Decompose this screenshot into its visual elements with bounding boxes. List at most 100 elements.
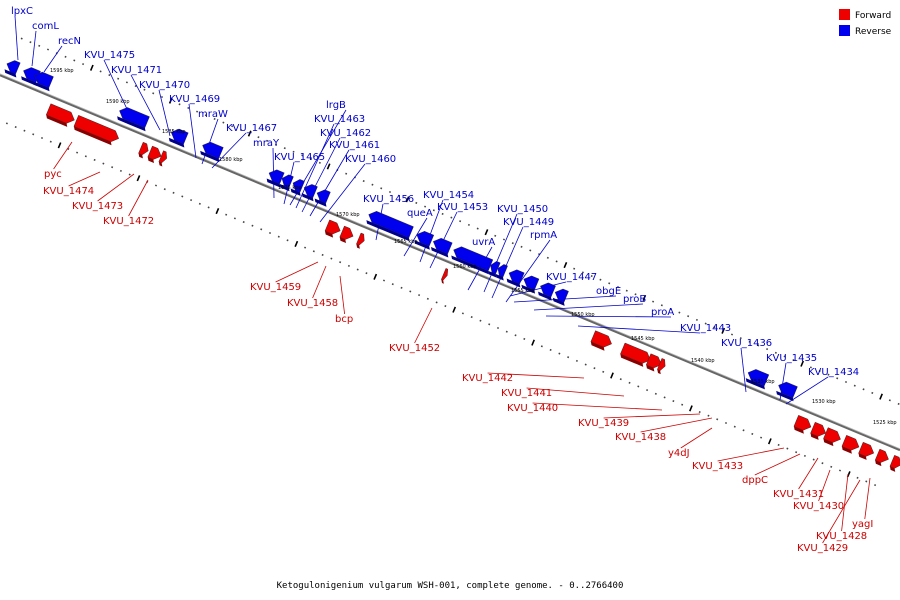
forward-label-leader [532, 402, 663, 411]
lower-track-dot [181, 195, 184, 198]
tick-label: 1575 kbp [278, 185, 302, 191]
lower-track-dot [803, 454, 806, 457]
forward-gene-arrow-shadow [875, 460, 882, 467]
upper-track-dot [424, 205, 427, 208]
reverse-gene-label: KVU_1470 [139, 80, 190, 91]
upper-track-dot [563, 261, 568, 269]
reverse-gene-arrow [508, 269, 525, 285]
forward-gene-label: KVU_1438 [615, 432, 666, 443]
forward-gene-arrow [590, 330, 612, 348]
tick-label: 1540 kbp [691, 358, 715, 364]
forward-label-leader [717, 447, 785, 462]
lower-track-dot [567, 356, 570, 359]
forward-label-leader [128, 179, 149, 217]
upper-track-dot [187, 106, 190, 110]
upper-track-dot [678, 311, 681, 314]
forward-label-leader [53, 141, 73, 170]
upper-track-dot [748, 340, 751, 343]
forward-gene-arrow [324, 219, 341, 235]
forward-gene-label: KVU_1441 [501, 388, 552, 399]
upper-track-dot [222, 121, 225, 124]
reverse-gene-arrow [778, 381, 798, 399]
upper-track-dot [301, 154, 304, 157]
upper-track-dot [581, 271, 584, 274]
lower-track-dot [154, 184, 158, 187]
forward-gene-label: KVU_1452 [389, 343, 440, 354]
forward-gene-arrow [858, 441, 875, 457]
reverse-gene-arrow-shadow [314, 198, 327, 207]
lower-track-dot [435, 301, 438, 304]
forward-label-leader [414, 307, 433, 344]
lower-track-dot [838, 469, 842, 472]
reverse-gene-label: KVU_1453 [437, 202, 488, 213]
lower-track-dot [461, 312, 464, 315]
upper-track-dot [283, 147, 286, 150]
forward-gene-arrow-shadow [810, 433, 819, 440]
reverse-gene-label: comL [32, 21, 59, 32]
upper-track-dot [143, 88, 146, 91]
lower-track-dot [330, 257, 333, 260]
lower-track-dot [760, 436, 763, 439]
upper-track-dot [625, 289, 628, 292]
tick-label: 1545 kbp [631, 336, 655, 342]
upper-track-dot [739, 337, 742, 340]
lower-track-dot [93, 158, 96, 161]
forward-label-leader [603, 413, 701, 419]
lower-track-dot [856, 476, 859, 479]
forward-gene-arrow-shadow [138, 153, 143, 159]
reverse-gene-arrow [747, 369, 770, 387]
lower-track-dot [373, 273, 378, 280]
reverse-label-leader [403, 217, 428, 257]
upper-track-dot [476, 227, 479, 230]
reverse-gene-label: KVU_1449 [503, 217, 554, 228]
lower-track-dot [418, 294, 421, 297]
reverse-gene-arrow-shadow [506, 278, 521, 288]
lower-track-dot [874, 484, 877, 487]
upper-track-dot [326, 163, 331, 170]
forward-gene-arrow-shadow [889, 466, 896, 472]
reverse-gene-arrow-shadow [32, 80, 50, 92]
lower-track-dot [540, 345, 543, 348]
forward-gene-arrow [874, 448, 889, 463]
upper-track-dot [415, 201, 418, 205]
upper-track-dot [800, 360, 805, 367]
reverse-gene-arrow [540, 282, 556, 298]
forward-gene-arrow [793, 415, 812, 431]
lower-track-dot [681, 403, 684, 406]
upper-track-dot [844, 380, 848, 384]
forward-gene-arrow [147, 145, 162, 160]
reverse-label-leader [491, 226, 524, 299]
lower-track-dot [76, 151, 79, 154]
reverse-gene-arrow [170, 128, 189, 145]
forward-gene-arrow-shadow [841, 446, 852, 454]
lower-track-dot [382, 279, 386, 282]
forward-gene-label: KVU_1458 [287, 298, 338, 309]
reverse-gene-label: mraW [198, 109, 228, 120]
forward-gene-label: y4dJ [668, 448, 690, 459]
lower-track-dot [190, 199, 193, 202]
forward-gene-label: KVU_1474 [43, 186, 94, 197]
upper-track-dot [441, 212, 444, 215]
reverse-gene-label: KVU_1471 [111, 65, 162, 76]
upper-track-dot [231, 125, 234, 128]
forward-gene-arrow [356, 232, 365, 246]
forward-label-leader [640, 417, 713, 433]
upper-track-dot [687, 315, 690, 318]
lower-track-dot [698, 410, 701, 414]
lower-track-dot [102, 162, 105, 165]
legend: Forward Reverse [839, 9, 892, 37]
forward-gene-label: KVU_1433 [692, 461, 743, 472]
upper-track-dot [792, 359, 795, 362]
upper-track-dot [608, 282, 611, 285]
upper-track-dot [108, 74, 111, 77]
reverse-gene-label: KVU_1463 [314, 114, 365, 125]
forward-label-leader [275, 261, 319, 283]
upper-track-dot [529, 249, 532, 252]
lower-track-dot [251, 224, 254, 227]
reverse-gene-arrow-shadow [776, 390, 794, 402]
backbone-highlight [0, 73, 900, 450]
backbone-line [0, 73, 900, 452]
forward-label-leader [526, 387, 625, 397]
forward-gene-label: KVU_1473 [72, 201, 123, 212]
upper-track-dot [484, 229, 489, 236]
